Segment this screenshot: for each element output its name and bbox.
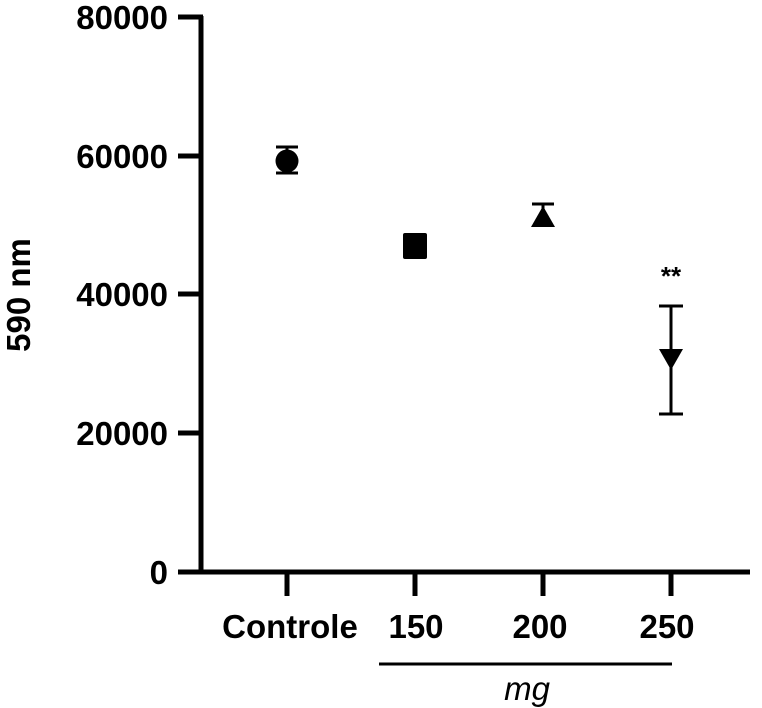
data-point-controle — [275, 145, 299, 175]
y-tick-label-60000: 60000 — [76, 138, 168, 175]
y-ticks — [178, 14, 203, 575]
x-tick-label-250: 250 — [639, 608, 694, 645]
y-tick-label-20000: 20000 — [76, 415, 168, 452]
data-point-250 — [659, 304, 683, 416]
x-tick-label-150: 150 — [388, 608, 443, 645]
square-marker-icon — [403, 233, 427, 259]
y-tick-label-40000: 40000 — [76, 276, 168, 313]
circle-marker-icon — [275, 149, 299, 173]
y-tick-label-0: 0 — [150, 554, 168, 591]
x-tick-label-controle: Controle — [222, 608, 358, 645]
triangle-up-marker-icon — [531, 206, 555, 227]
group-label-mg: mg — [504, 670, 550, 707]
x-tick-label-200: 200 — [512, 608, 567, 645]
y-axis-title: 590 nm — [0, 238, 37, 352]
data-point-150 — [403, 233, 427, 259]
y-tick-label-80000: 80000 — [76, 0, 168, 36]
x-ticks — [284, 572, 674, 596]
significance-annotation: ** — [661, 261, 682, 291]
triangle-down-marker-icon — [659, 349, 683, 370]
data-point-200 — [531, 202, 555, 227]
